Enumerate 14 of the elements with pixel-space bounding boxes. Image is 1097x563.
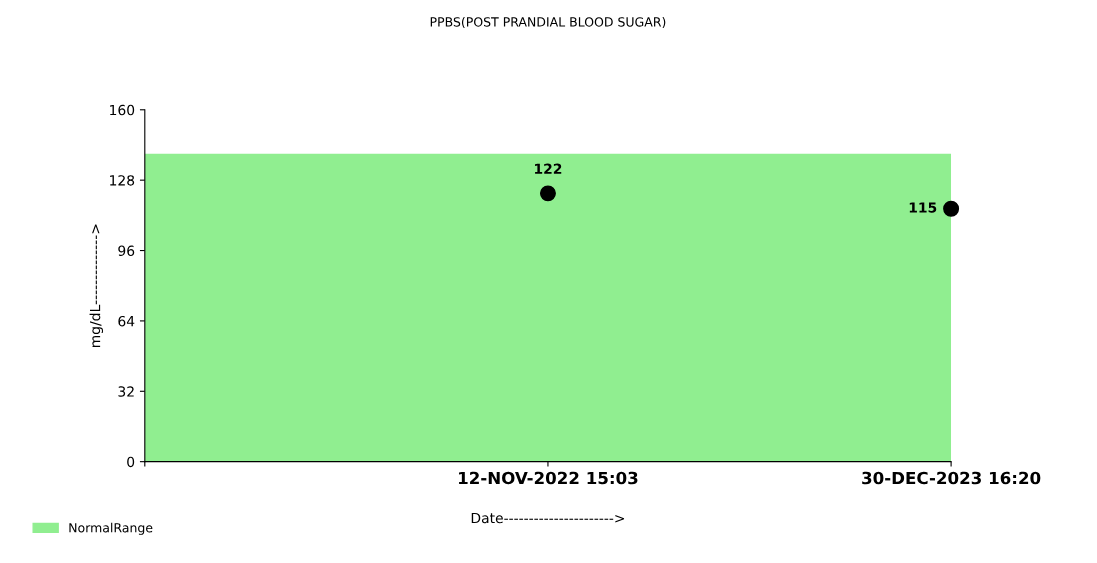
x-axis-title: Date----------------------> [471,512,625,524]
y-tick-label: 64 [118,315,135,327]
x-tick-label: 12-NOV-2022 15:03 [459,471,638,485]
chart-title: PPBS(POST PRANDIAL BLOOD SUGAR) [430,16,666,29]
y-axis-title: mg/dL--------------> [89,224,104,348]
y-tick-label: 32 [118,386,134,397]
data-label: 115 [909,202,937,213]
y-tick-label: 0 [127,456,135,468]
y-tick-label: 128 [110,175,135,186]
y-tick-label: 160 [110,104,135,116]
data-label: 122 [535,163,562,174]
legend-label: NormalRange [69,522,153,535]
y-tick-label: 96 [118,245,135,257]
x-tick-label: 30-DEC-2023 16:20 [862,471,1041,485]
